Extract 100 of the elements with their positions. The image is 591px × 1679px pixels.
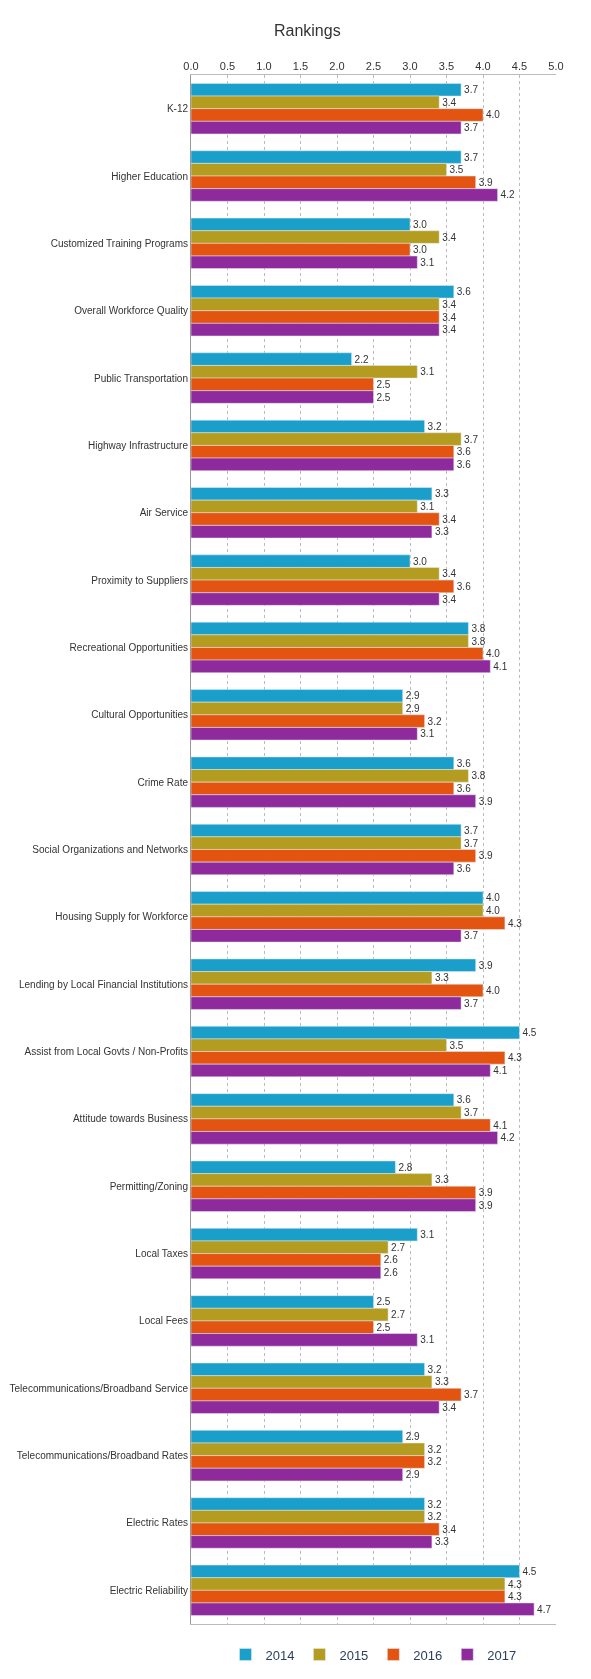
data-label: 3.9	[478, 176, 494, 188]
text: 3.5	[438, 59, 455, 72]
data-label: 3.7	[464, 122, 479, 134]
legend-label: 2015	[339, 1647, 369, 1663]
data-label: 3.7	[464, 930, 479, 942]
data-label: 3.7	[464, 997, 479, 1009]
data-label: 3.4	[442, 1523, 457, 1535]
y-tick-label: Air Service	[139, 507, 189, 519]
data-label: 3.1	[420, 500, 435, 512]
data-label: 3.7	[464, 433, 479, 445]
data-label: 2.8	[398, 1161, 413, 1173]
data-label: 4.3	[507, 917, 523, 929]
legend-label: 2014	[265, 1647, 295, 1663]
y-tick-label: Higher Education	[111, 170, 188, 182]
text: 0.5	[219, 59, 236, 72]
data-label: 3.7	[464, 151, 479, 163]
data-label: 3.4	[442, 298, 457, 310]
data-label: 2.9	[405, 690, 421, 702]
y-tick-label: Assist from Local Govts / Non-Profits	[24, 1046, 188, 1058]
y-tick-label: Overall Workforce Quality	[74, 305, 188, 317]
data-label: 3.4	[442, 1401, 457, 1413]
data-label: 3.3	[434, 1536, 450, 1548]
data-label: 3.0	[413, 218, 428, 230]
y-tick-label: Cultural Opportunities	[91, 709, 188, 721]
data-label: 3.2	[427, 420, 442, 432]
data-label: 3.9	[478, 1199, 494, 1211]
data-label: 4.0	[486, 905, 501, 917]
data-label: 3.6	[456, 458, 472, 470]
text: 4.5	[511, 59, 528, 72]
data-label: 3.3	[434, 526, 450, 538]
data-label: 4.3	[507, 1578, 523, 1590]
data-label: 4.5	[522, 1565, 537, 1577]
data-label: 3.4	[442, 513, 457, 525]
data-label: 3.8	[471, 635, 486, 647]
text: 0.0	[183, 59, 199, 72]
data-label: 3.4	[442, 568, 457, 580]
data-label: 2.5	[376, 1296, 391, 1308]
data-label: 3.4	[442, 231, 457, 243]
data-label: 3.9	[478, 1187, 494, 1199]
data-label: 3.4	[442, 593, 457, 605]
data-label: 2.6	[383, 1267, 399, 1279]
data-label: 4.3	[507, 1052, 523, 1064]
data-label: 3.9	[478, 850, 494, 862]
legend-label: 2016	[413, 1647, 443, 1663]
y-tick-label: Recreational Opportunities	[69, 641, 188, 653]
data-label: 3.2	[427, 1443, 442, 1455]
data-label: 3.3	[434, 1174, 450, 1186]
data-label: 3.3	[434, 488, 450, 500]
data-label: 3.1	[420, 256, 435, 268]
y-tick-label: Telecommunications/Broadband Service	[9, 1382, 189, 1394]
y-tick-label: K-12	[166, 103, 189, 115]
data-label: 3.6	[456, 782, 472, 794]
data-label: 3.7	[464, 1389, 479, 1401]
data-label: 3.4	[442, 311, 457, 323]
data-label: 4.1	[493, 660, 508, 672]
y-tick-label: Telecommunications/Broadband Rates	[16, 1450, 188, 1462]
data-label: 4.0	[486, 985, 501, 997]
data-label: 3.7	[464, 1107, 479, 1119]
y-tick-label: Highway Infrastructure	[87, 439, 189, 451]
data-label: 3.7	[464, 84, 479, 96]
data-label: 3.6	[456, 757, 472, 769]
data-label: 2.2	[354, 353, 369, 365]
data-label: 3.6	[456, 862, 472, 874]
data-label: 3.4	[442, 96, 457, 108]
chart-title: Rankings	[273, 22, 341, 40]
data-label: 3.4	[442, 324, 457, 336]
y-tick-label: Proximity to Suppliers	[91, 574, 188, 586]
data-label: 3.2	[427, 1498, 442, 1510]
text: 4.0	[475, 59, 491, 72]
y-tick-label: Lending by Local Financial Institutions	[19, 978, 188, 990]
data-label: 3.3	[434, 972, 450, 984]
data-label: 2.5	[376, 378, 391, 390]
data-label: 3.7	[464, 837, 479, 849]
data-label: 3.3	[434, 1376, 450, 1388]
data-label: 2.7	[391, 1309, 406, 1321]
text: 1.5	[292, 59, 309, 72]
data-label: 3.9	[478, 959, 494, 971]
y-tick-label: Permitting/Zoning	[109, 1180, 188, 1192]
data-label: 3.5	[449, 164, 464, 176]
data-label: 4.2	[500, 1132, 515, 1144]
data-label: 3.5	[449, 1039, 464, 1051]
data-label: 4.5	[522, 1027, 537, 1039]
text: 1.0	[256, 59, 272, 72]
y-tick-label: Customized Training Programs	[50, 237, 188, 249]
data-label: 4.1	[493, 1119, 508, 1131]
data-label: 4.0	[486, 892, 501, 904]
y-tick-label: Local Fees	[139, 1315, 188, 1327]
y-tick-label: Local Taxes	[135, 1248, 188, 1260]
data-label: 3.2	[427, 1456, 442, 1468]
text: 5.0	[548, 59, 564, 72]
data-label: 4.1	[493, 1064, 508, 1076]
text: 3.0	[402, 59, 418, 72]
data-label: 2.5	[376, 391, 391, 403]
data-label: 4.7	[537, 1603, 552, 1615]
data-label: 4.3	[507, 1591, 523, 1603]
data-label: 2.5	[376, 1321, 391, 1333]
data-label: 4.0	[486, 648, 501, 660]
data-label: 3.1	[420, 728, 435, 740]
y-tick-label: Housing Supply for Workforce	[55, 911, 189, 923]
data-label: 2.9	[405, 702, 421, 714]
